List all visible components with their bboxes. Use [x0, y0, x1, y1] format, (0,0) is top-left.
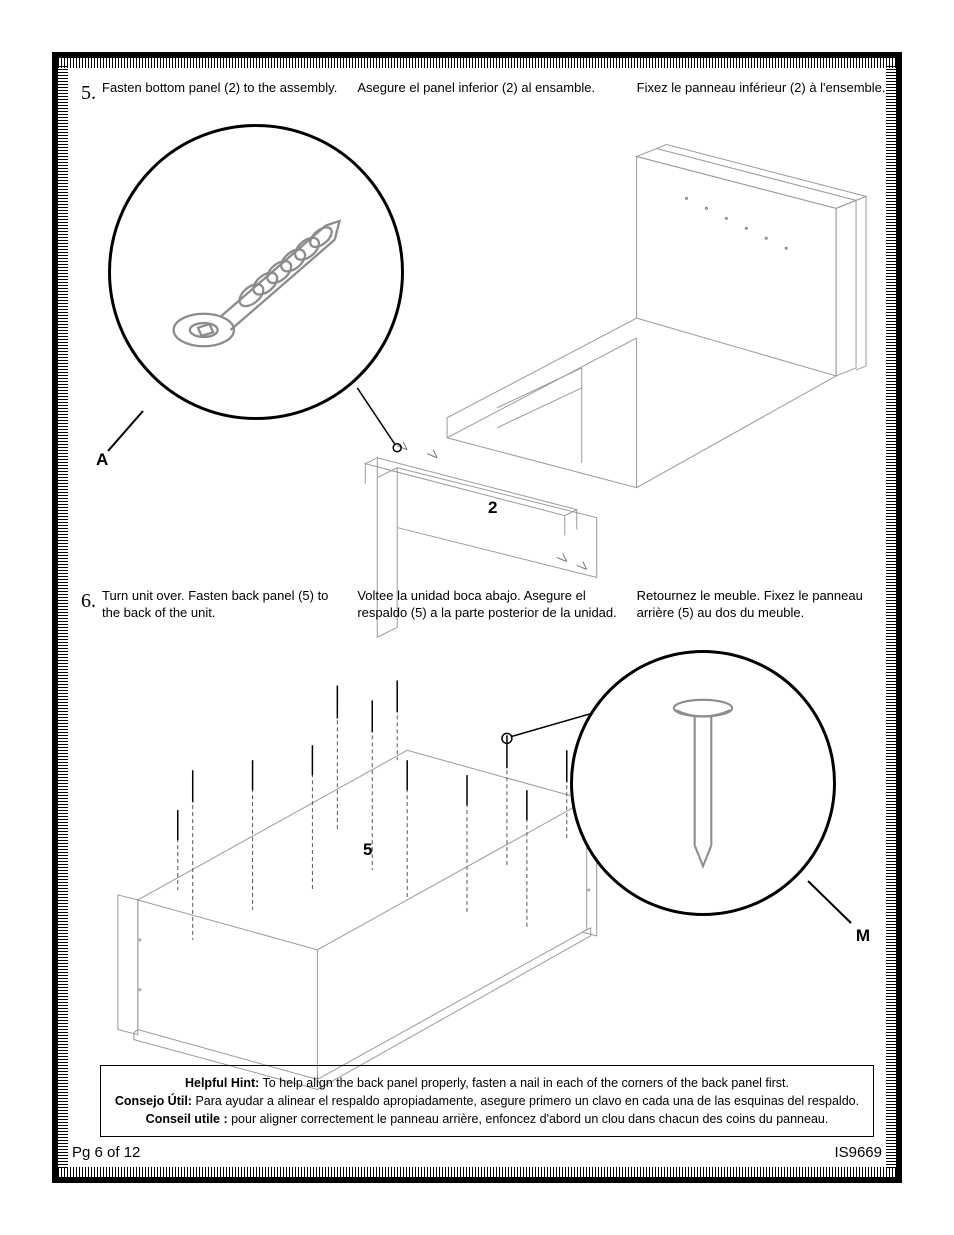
- hint-box: Helpful Hint: To help align the back pan…: [100, 1065, 874, 1137]
- hint-es: Consejo Útil: Para ayudar a alinear el r…: [111, 1092, 863, 1110]
- hatch-left: [58, 66, 68, 1169]
- step-6-text-fr: Retournez le meuble. Fixez le panneau ar…: [637, 588, 900, 622]
- step-6-text-en: Turn unit over. Fasten back panel (5) to…: [102, 588, 349, 622]
- hint-en-label: Helpful Hint:: [185, 1076, 259, 1090]
- nail-icon: [599, 679, 807, 887]
- hatch-top: [58, 58, 896, 68]
- step-5-text-es: Asegure el panel inferior (2) al ensambl…: [357, 80, 636, 106]
- hint-fr-label: Conseil utile :: [146, 1112, 228, 1126]
- footer-doc: IS9669: [834, 1144, 882, 1161]
- step-5-en: 5. Fasten bottom panel (2) to the assemb…: [78, 80, 357, 106]
- step-5-number: 5.: [78, 80, 96, 106]
- step-6-number: 6.: [78, 588, 96, 622]
- label-m: M: [856, 926, 870, 946]
- figure-step-5: A 2: [78, 118, 876, 588]
- footer-page: Pg 6 of 12: [72, 1144, 140, 1161]
- figure-step-6: M 5: [78, 640, 876, 1110]
- hint-en: Helpful Hint: To help align the back pan…: [111, 1074, 863, 1092]
- hint-fr-text: pour aligner correctement le panneau arr…: [228, 1112, 829, 1126]
- hint-fr: Conseil utile : pour aligner correctemen…: [111, 1110, 863, 1128]
- step-5-text-fr: Fixez le panneau inférieur (2) à l'ensem…: [637, 80, 900, 106]
- screw-icon: [140, 156, 372, 388]
- content-area: 5. Fasten bottom panel (2) to the assemb…: [70, 70, 884, 1165]
- label-a: A: [96, 450, 108, 470]
- hint-es-label: Consejo Útil:: [115, 1094, 192, 1108]
- step-6-en: 6. Turn unit over. Fasten back panel (5)…: [78, 588, 357, 622]
- hint-es-text: Para ayudar a alinear el respaldo apropi…: [192, 1094, 859, 1108]
- step-5-row: 5. Fasten bottom panel (2) to the assemb…: [78, 80, 876, 106]
- step-6-text-es: Voltee la unidad boca abajo. Asegure el …: [357, 588, 636, 622]
- hint-en-text: To help align the back panel properly, f…: [259, 1076, 789, 1090]
- step-6-row: 6. Turn unit over. Fasten back panel (5)…: [78, 588, 876, 622]
- step-5-text-en: Fasten bottom panel (2) to the assembly.: [102, 80, 337, 106]
- hatch-bottom: [58, 1167, 896, 1177]
- label-panel-2: 2: [488, 498, 497, 518]
- label-panel-5: 5: [363, 840, 372, 860]
- detail-bubble-a: [108, 124, 404, 420]
- page: 5. Fasten bottom panel (2) to the assemb…: [0, 0, 954, 1235]
